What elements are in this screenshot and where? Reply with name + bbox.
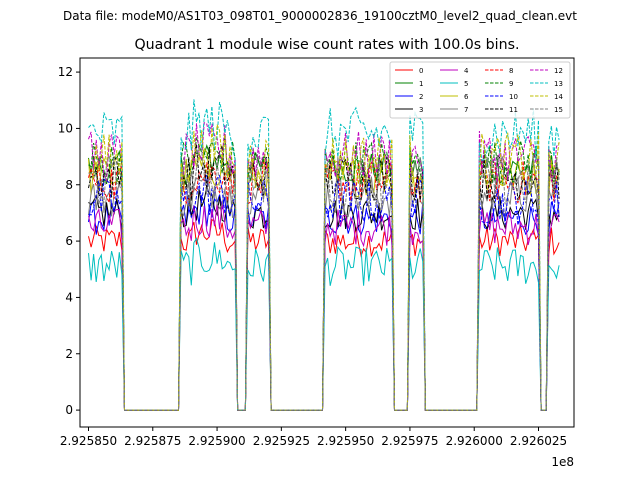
x-tick-label: 2.925950 <box>317 434 374 448</box>
legend-item-15: 15 <box>530 106 563 114</box>
series-line-15 <box>88 146 560 411</box>
y-tick-label: 8 <box>65 178 73 192</box>
legend-label: 2 <box>419 93 423 101</box>
legend-item-9: 9 <box>485 80 513 88</box>
legend-item-4: 4 <box>440 67 469 75</box>
legend-label: 12 <box>554 67 563 75</box>
legend-box <box>389 61 571 119</box>
legend-label: 15 <box>554 106 563 114</box>
legend-item-6: 6 <box>440 93 469 101</box>
x-axis: 2.925850 2.925875 2.925900 2.925925 2.925950… <box>60 427 567 448</box>
chart-title: Quadrant 1 module wise count rates with … <box>134 37 519 53</box>
y-tick-label: 2 <box>65 347 73 361</box>
legend-label: 10 <box>509 93 518 101</box>
legend-label: 6 <box>464 93 469 101</box>
legend-item-12: 12 <box>530 67 563 75</box>
legend-item-13: 13 <box>530 80 563 88</box>
x-tick-label: 2.925925 <box>253 434 310 448</box>
x-tick-label: 2.925850 <box>60 434 117 448</box>
y-tick-label: 10 <box>58 121 73 135</box>
figure-suptitle: Data file: modeM0/AS1T03_098T01_90000028… <box>63 9 577 23</box>
y-tick-label: 4 <box>65 290 73 304</box>
x-tick-label: 2.926000 <box>446 434 503 448</box>
legend-label: 14 <box>554 93 563 101</box>
x-tick-label: 2.926025 <box>510 434 567 448</box>
legend-label: 1 <box>419 80 423 88</box>
legend-label: 0 <box>419 67 423 75</box>
legend-item-10: 10 <box>485 93 518 101</box>
x-tick-label: 2.925900 <box>188 434 245 448</box>
y-tick-label: 6 <box>65 234 73 248</box>
legend-label: 11 <box>509 106 518 114</box>
legend-label: 7 <box>464 106 468 114</box>
axes-frame <box>79 57 575 428</box>
legend-item-7: 7 <box>440 106 468 114</box>
y-axis: 0 2 4 6 8 10 12 <box>58 65 80 417</box>
legend-label: 4 <box>464 67 469 75</box>
legend-item-2: 2 <box>395 93 423 101</box>
x-offset-label: 1e8 <box>551 455 574 469</box>
plot-lines <box>88 99 560 411</box>
legend-label: 3 <box>419 106 423 114</box>
legend-label: 8 <box>509 67 513 75</box>
x-tick-label: 2.925975 <box>381 434 438 448</box>
legend-item-11: 11 <box>485 106 518 114</box>
legend-label: 9 <box>509 80 513 88</box>
legend-item-5: 5 <box>440 80 468 88</box>
legend-item-1: 1 <box>395 80 423 88</box>
y-tick-label: 12 <box>58 65 73 79</box>
legend-label: 13 <box>554 80 563 88</box>
y-tick-label: 0 <box>65 403 73 417</box>
legend-label: 5 <box>464 80 468 88</box>
legend-item-3: 3 <box>395 106 423 114</box>
legend-item-14: 14 <box>530 93 563 101</box>
legend-item-8: 8 <box>485 67 513 75</box>
legend-item-0: 0 <box>395 67 423 75</box>
x-tick-label: 2.925875 <box>124 434 181 448</box>
